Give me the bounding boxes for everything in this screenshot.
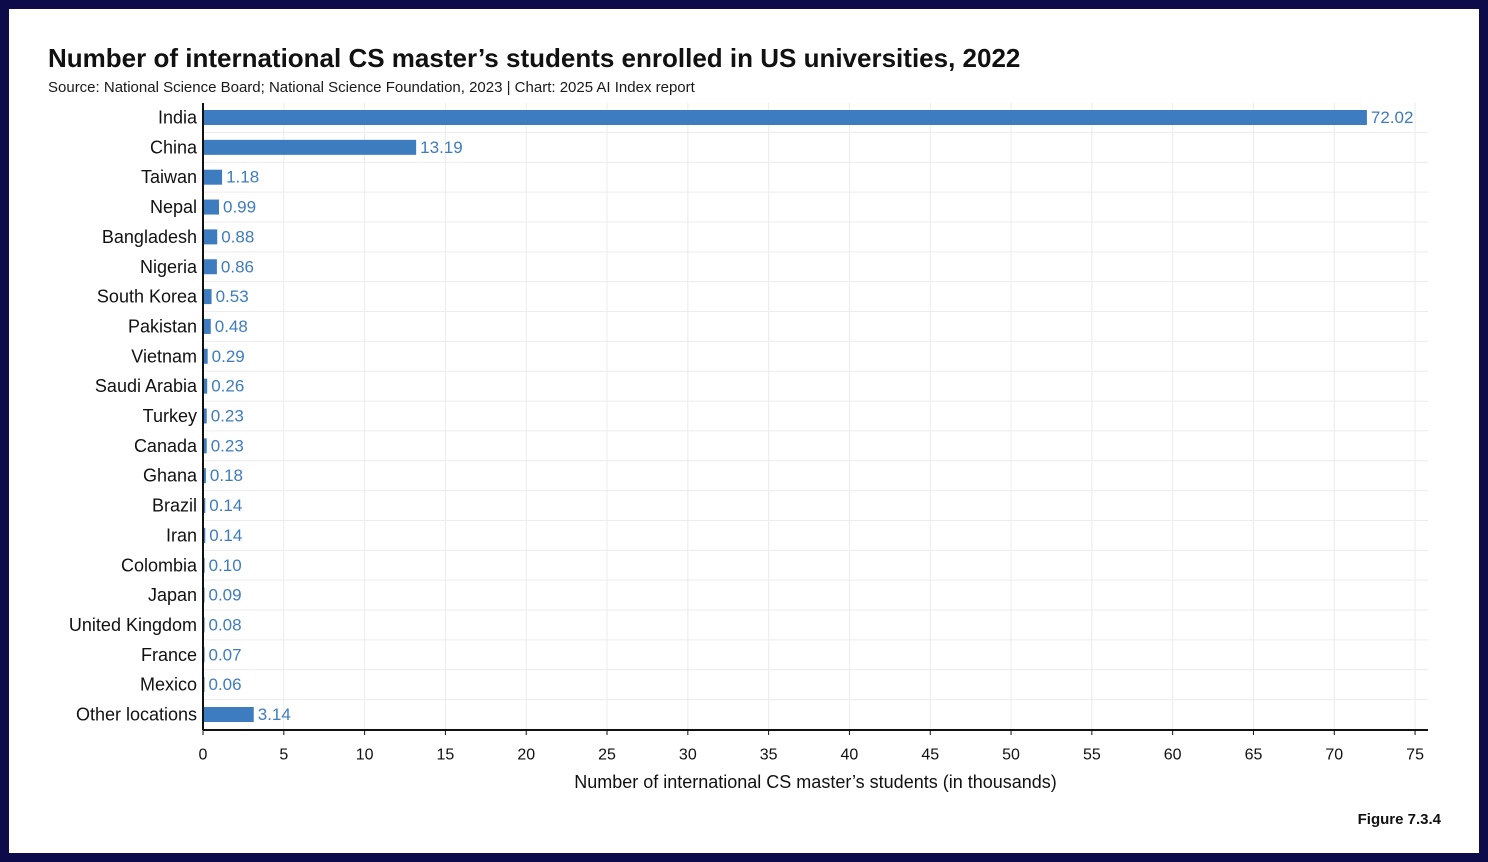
grid-lines [203,103,1428,730]
bar [203,378,208,394]
bar [203,139,417,155]
value-label: 0.06 [209,675,242,694]
value-label: 0.53 [216,287,249,306]
bar [203,169,223,185]
category-labels: India China Taiwan Nepal Bangladesh Nigeria So… [69,108,198,725]
value-label: 0.26 [211,377,244,396]
bar [203,259,217,275]
category-label: France [141,645,197,665]
category-label: Bangladesh [102,227,197,247]
bars-group [203,110,1367,722]
category-label: Nigeria [140,257,198,277]
category-label: Mexico [140,675,197,695]
value-label: 0.29 [212,347,245,366]
category-label: Ghana [143,466,198,486]
value-label: 0.10 [209,556,242,575]
category-label: Iran [166,525,197,545]
value-label: 13.19 [420,138,463,157]
value-label: 0.08 [209,615,242,634]
category-label: Colombia [121,555,198,575]
category-label: Vietnam [131,346,197,366]
x-tick-label: 35 [760,747,778,764]
value-label: 0.86 [221,257,254,276]
chart-title: Number of international CS master’s stud… [48,43,1021,73]
category-label: South Korea [97,287,198,307]
x-tick-label: 45 [921,747,939,764]
bar [203,110,1367,125]
bar [203,408,207,424]
x-tick-label: 55 [1083,747,1101,764]
value-label: 0.23 [211,407,244,426]
x-tick-label: 50 [1002,747,1020,764]
bar [203,199,219,215]
value-label: 0.18 [210,466,243,485]
category-label: China [150,137,198,157]
chart-source: Source: National Science Board; National… [48,79,695,96]
value-label: 0.07 [209,645,242,664]
bar [203,318,211,334]
bar [203,468,206,484]
x-tick-label: 75 [1406,747,1424,764]
value-label: 0.88 [221,227,254,246]
category-label: Pakistan [128,316,197,336]
figure-label: Figure 7.3.4 [1357,811,1441,828]
x-axis-title: Number of international CS master’s stud… [574,772,1057,792]
bar [203,498,206,514]
x-tick-label: 20 [517,747,535,764]
category-label: Nepal [150,197,197,217]
x-tick-label: 30 [679,747,697,764]
value-label: 0.14 [209,496,242,515]
category-label: Turkey [143,406,197,426]
x-tick-label: 25 [598,747,616,764]
bar [203,438,207,454]
category-label: Canada [134,436,198,456]
value-labels: 72.02 13.19 1.18 0.99 0.88 0.86 0.53 0.48 0.29 0.… [209,108,1414,724]
bar [203,707,254,722]
value-label: 1.18 [226,168,259,187]
bar [203,229,218,245]
value-label: 0.99 [223,198,256,217]
x-tick-label: 65 [1245,747,1263,764]
x-tick-label: 0 [199,747,208,764]
x-tick-label: 10 [356,747,374,764]
category-label: Japan [148,585,197,605]
category-label: Other locations [76,705,197,725]
bar [203,348,208,364]
category-label: Saudi Arabia [95,376,198,396]
value-label: 0.14 [209,526,242,545]
category-label: Brazil [152,496,197,516]
category-label: Taiwan [141,167,197,187]
category-label: India [158,108,198,128]
x-tick-labels: 0 5 10 15 20 25 30 35 40 45 50 55 60 65 70 75 [199,747,1425,764]
x-tick-label: 15 [437,747,455,764]
value-label: 3.14 [258,705,291,724]
value-label: 72.02 [1371,108,1414,127]
bar [203,289,212,305]
x-tick-label: 5 [279,747,288,764]
x-tick-label: 40 [841,747,859,764]
x-tick-label: 70 [1325,747,1343,764]
axes [202,103,1428,735]
x-tick-label: 60 [1164,747,1182,764]
value-label: 0.09 [209,586,242,605]
value-label: 0.23 [211,436,244,455]
value-label: 0.48 [215,317,248,336]
bar [203,527,206,543]
category-label: United Kingdom [69,615,197,635]
